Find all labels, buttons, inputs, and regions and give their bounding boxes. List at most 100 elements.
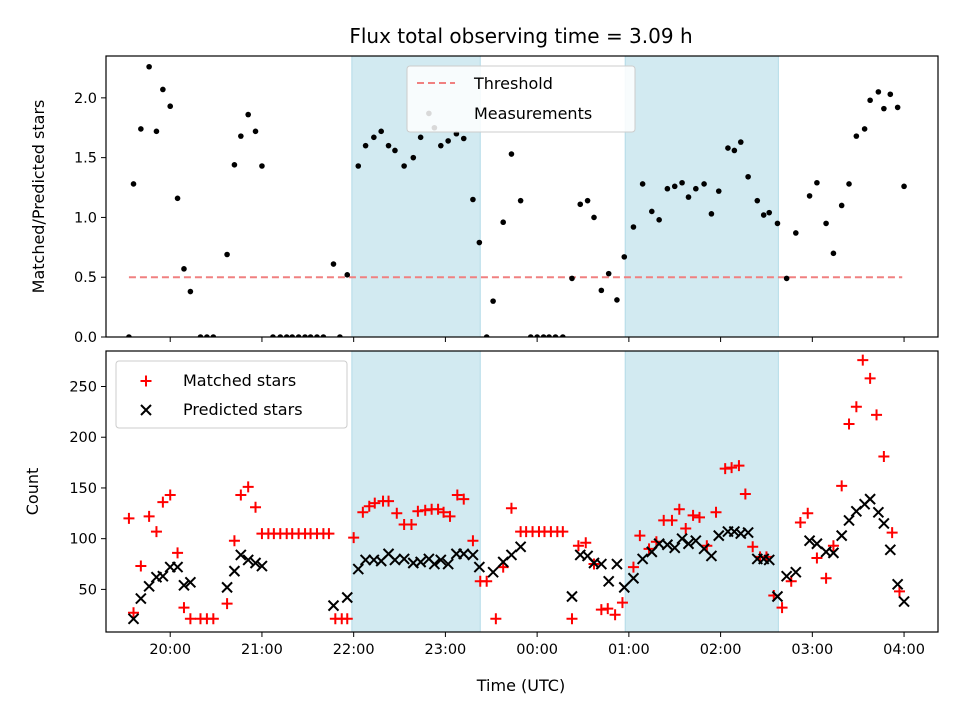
measurement-point bbox=[500, 219, 506, 226]
measurement-point bbox=[887, 91, 894, 98]
matched-star-point bbox=[864, 372, 876, 384]
matched-star-point bbox=[235, 489, 247, 501]
x-tick-label: 02:00 bbox=[700, 642, 742, 658]
measurement-point bbox=[289, 334, 296, 337]
measurement-point bbox=[630, 224, 637, 230]
measurement-point bbox=[901, 183, 907, 190]
predicted-star-point bbox=[669, 542, 681, 554]
measurement-point bbox=[238, 133, 244, 139]
matched-star-point bbox=[673, 503, 685, 515]
predicted-star-point bbox=[705, 550, 718, 562]
measurement-point bbox=[197, 334, 204, 337]
matched-star-point bbox=[383, 495, 395, 507]
measurement-point bbox=[715, 188, 722, 194]
y-tick-label: 150 bbox=[69, 481, 97, 497]
measurement-point bbox=[302, 334, 308, 337]
predicted-star-point bbox=[898, 595, 910, 608]
x-axis-label: Time (UTC) bbox=[476, 676, 565, 695]
measurement-point bbox=[295, 334, 302, 337]
matched-star-point bbox=[794, 516, 806, 528]
predicted-star-point bbox=[891, 578, 904, 591]
measurement-point bbox=[330, 261, 337, 267]
predicted-star-point bbox=[473, 561, 486, 573]
measurement-point bbox=[591, 214, 597, 221]
legend-measurement-swatch bbox=[433, 110, 439, 116]
y-axis-label: Matched/Predicted stars bbox=[29, 100, 48, 294]
measurement-point bbox=[783, 275, 790, 282]
measurement-point bbox=[187, 288, 194, 295]
x-tick-label: 03:00 bbox=[791, 642, 833, 658]
predicted-star-point bbox=[566, 590, 578, 603]
predicted-star-point bbox=[864, 493, 876, 505]
legend-label: Threshold bbox=[473, 74, 553, 93]
legend-predicted-swatch bbox=[140, 404, 152, 416]
matched-star-point bbox=[412, 505, 424, 517]
measurement-point bbox=[167, 103, 174, 110]
matched-star-point bbox=[733, 460, 745, 472]
predicted-star-point bbox=[780, 570, 793, 582]
matched-star-point bbox=[128, 607, 140, 619]
measurement-point bbox=[314, 334, 320, 337]
measurement-point bbox=[708, 211, 715, 217]
measurement-point bbox=[577, 201, 584, 208]
bottom-panel: 20:00 21:00 22:00 23:00 00:00 01:00 02:00 03:00… bbox=[23, 350, 939, 658]
measurement-point bbox=[401, 163, 407, 169]
measurement-point bbox=[445, 138, 451, 144]
measurement-point bbox=[584, 197, 591, 204]
predicted-star-point bbox=[442, 558, 454, 570]
predicted-star-point bbox=[514, 541, 527, 553]
measurement-point bbox=[823, 220, 829, 227]
measurement-point bbox=[231, 162, 238, 168]
measurement-point bbox=[881, 105, 887, 112]
matched-star-point bbox=[811, 552, 823, 564]
legend-label: Measurements bbox=[474, 104, 592, 123]
matched-star-point bbox=[802, 507, 814, 519]
x-tick-label: 01:00 bbox=[608, 642, 650, 658]
matched-star-point bbox=[693, 511, 705, 523]
chart-title: Flux total observing time = 3.09 h bbox=[349, 24, 692, 48]
measurement-point bbox=[160, 86, 166, 93]
measurement-point bbox=[656, 217, 662, 223]
measurement-point bbox=[344, 272, 351, 278]
x-tick-label: 04:00 bbox=[883, 642, 925, 658]
y-tick-label: 1.0 bbox=[74, 210, 97, 226]
measurement-point bbox=[483, 334, 490, 337]
measurement-point bbox=[671, 183, 678, 190]
y-tick-label: 50 bbox=[79, 582, 97, 598]
predicted-star-point bbox=[414, 556, 427, 568]
predicted-star-point bbox=[359, 554, 372, 566]
measurement-point bbox=[392, 147, 398, 154]
matched-star-point bbox=[627, 561, 639, 573]
measurement-point bbox=[867, 97, 873, 104]
matched-star-point bbox=[609, 609, 621, 621]
plot-area bbox=[126, 63, 907, 337]
measurement-point bbox=[138, 126, 144, 132]
measurement-point bbox=[569, 275, 575, 282]
measurement-point bbox=[725, 145, 731, 151]
predicted-star-point bbox=[771, 590, 784, 603]
matched-star-point bbox=[726, 462, 738, 474]
predicted-star-point bbox=[256, 560, 268, 572]
matched-star-point bbox=[150, 526, 162, 538]
measurement-point bbox=[410, 154, 417, 161]
measurement-point bbox=[224, 251, 230, 258]
measurement-point bbox=[540, 334, 547, 337]
matched-star-point bbox=[178, 602, 190, 614]
matched-star-point bbox=[820, 572, 832, 584]
predicted-star-point bbox=[327, 599, 340, 612]
matched-star-point bbox=[878, 451, 890, 463]
matched-star-point bbox=[221, 598, 233, 610]
measurement-point bbox=[181, 266, 187, 272]
predicted-star-point bbox=[872, 506, 885, 519]
matched-star-point bbox=[595, 604, 607, 616]
measurement-point bbox=[806, 193, 813, 199]
matched-star-point bbox=[432, 503, 444, 515]
matched-star-point bbox=[164, 489, 176, 501]
y-tick-label: 0.0 bbox=[74, 330, 97, 346]
predicted-star-point bbox=[682, 538, 695, 550]
predicted-star-point bbox=[135, 592, 147, 605]
predicted-star-point bbox=[435, 554, 447, 566]
predicted-star-point bbox=[341, 591, 353, 604]
predicted-star-point bbox=[171, 561, 184, 573]
measurement-point bbox=[490, 298, 496, 304]
